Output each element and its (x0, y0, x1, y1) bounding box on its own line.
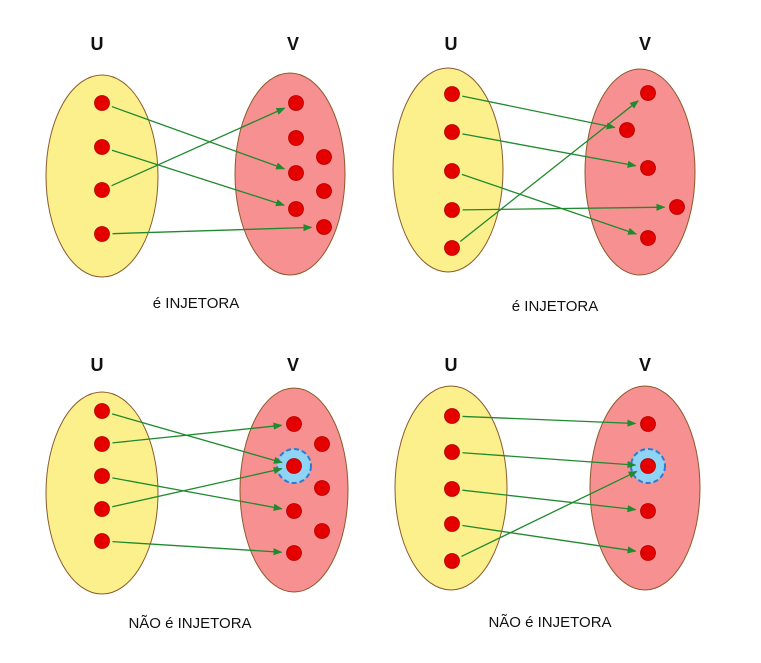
mapping-arrow (461, 173, 638, 235)
domain-element-dot (444, 86, 460, 102)
domain-elements (444, 408, 460, 569)
codomain-element-dot (288, 165, 304, 181)
codomain-element-dot (286, 503, 302, 519)
mapping-arrow (112, 466, 283, 508)
mapping-arrow (462, 452, 637, 469)
diagram-1: U V é INJETORA (45, 34, 346, 312)
domain-element-dot (94, 139, 110, 155)
codomain-elements (286, 416, 330, 561)
domain-element-dot (444, 516, 460, 532)
domain-elements (94, 403, 110, 549)
mapping-arrow (112, 422, 283, 444)
domain-elements (444, 86, 460, 256)
set-v-label: V (639, 355, 651, 375)
codomain-set-v (589, 385, 701, 591)
codomain-element-dot (314, 436, 330, 452)
domain-element-dot (94, 533, 110, 549)
codomain-element-dot (640, 230, 656, 246)
domain-element-dot (444, 163, 460, 179)
mapping-arrow (462, 203, 666, 211)
domain-set-u (45, 74, 159, 278)
set-v-label: V (639, 34, 651, 54)
mapping-arrow (462, 524, 637, 554)
mapping-arrows (461, 415, 638, 558)
codomain-element-dot (640, 85, 656, 101)
set-u-label: U (445, 34, 458, 54)
domain-elements (94, 95, 110, 242)
diagram-caption: é INJETORA (153, 295, 239, 312)
mapping-arrow (461, 470, 638, 558)
set-u-label: U (445, 355, 458, 375)
set-u-label: U (91, 355, 104, 375)
codomain-element-dot (314, 480, 330, 496)
mapping-arrow (459, 100, 639, 242)
codomain-element-dot (286, 545, 302, 561)
domain-element-dot (444, 202, 460, 218)
domain-element-dot (94, 436, 110, 452)
domain-element-dot (444, 553, 460, 569)
mapping-arrows (111, 413, 283, 556)
mapping-arrows (459, 95, 666, 242)
set-v-label: V (287, 34, 299, 54)
mapping-arrow (111, 105, 286, 170)
codomain-element-dot (640, 416, 656, 432)
codomain-element-dot (640, 545, 656, 561)
domain-element-dot (94, 226, 110, 242)
domain-element-dot (444, 240, 460, 256)
mapping-arrow (112, 477, 283, 511)
mapping-arrow (112, 224, 313, 235)
mapping-arrow (462, 489, 637, 513)
diagram-caption: NÃO é INJETORA (488, 614, 611, 631)
mapping-arrow (462, 133, 637, 168)
diagram-caption: NÃO é INJETORA (128, 615, 251, 632)
codomain-set-v (584, 68, 696, 276)
domain-element-dot (444, 408, 460, 424)
diagram-caption: é INJETORA (512, 298, 598, 315)
codomain-element-dot (316, 183, 332, 199)
codomain-elements (288, 95, 332, 235)
domain-element-dot (94, 182, 110, 198)
diagram-2: U V é INJETORA (392, 34, 696, 315)
diagram-4: U V NÃO é INJETORA (394, 355, 701, 631)
mapping-arrow (111, 413, 283, 464)
codomain-element-dot (288, 201, 304, 217)
codomain-element-dot (316, 219, 332, 235)
codomain-element-dot (288, 130, 304, 146)
codomain-element-dot (286, 458, 302, 474)
codomain-elements (640, 416, 656, 561)
mapping-arrow (112, 541, 283, 556)
domain-element-dot (94, 468, 110, 484)
diagram-3: U V NÃO é INJETORA (45, 355, 349, 632)
mapping-arrows (111, 105, 313, 235)
domain-element-dot (94, 403, 110, 419)
codomain-element-dot (314, 523, 330, 539)
domain-element-dot (444, 124, 460, 140)
set-u-label: U (91, 34, 104, 54)
codomain-element-dot (286, 416, 302, 432)
mapping-arrow (111, 107, 286, 187)
domain-set-u (45, 391, 159, 595)
codomain-element-dot (316, 149, 332, 165)
domain-element-dot (444, 481, 460, 497)
domain-element-dot (94, 95, 110, 111)
codomain-element-dot (619, 122, 635, 138)
set-v-label: V (287, 355, 299, 375)
codomain-element-dot (640, 503, 656, 519)
codomain-element-dot (640, 458, 656, 474)
domain-element-dot (444, 444, 460, 460)
codomain-element-dot (640, 160, 656, 176)
mapping-arrow (111, 149, 285, 207)
domain-element-dot (94, 501, 110, 517)
codomain-elements (619, 85, 685, 246)
codomain-element-dot (288, 95, 304, 111)
mapping-arrow (462, 415, 637, 427)
codomain-element-dot (669, 199, 685, 215)
mapping-arrow (462, 95, 616, 130)
